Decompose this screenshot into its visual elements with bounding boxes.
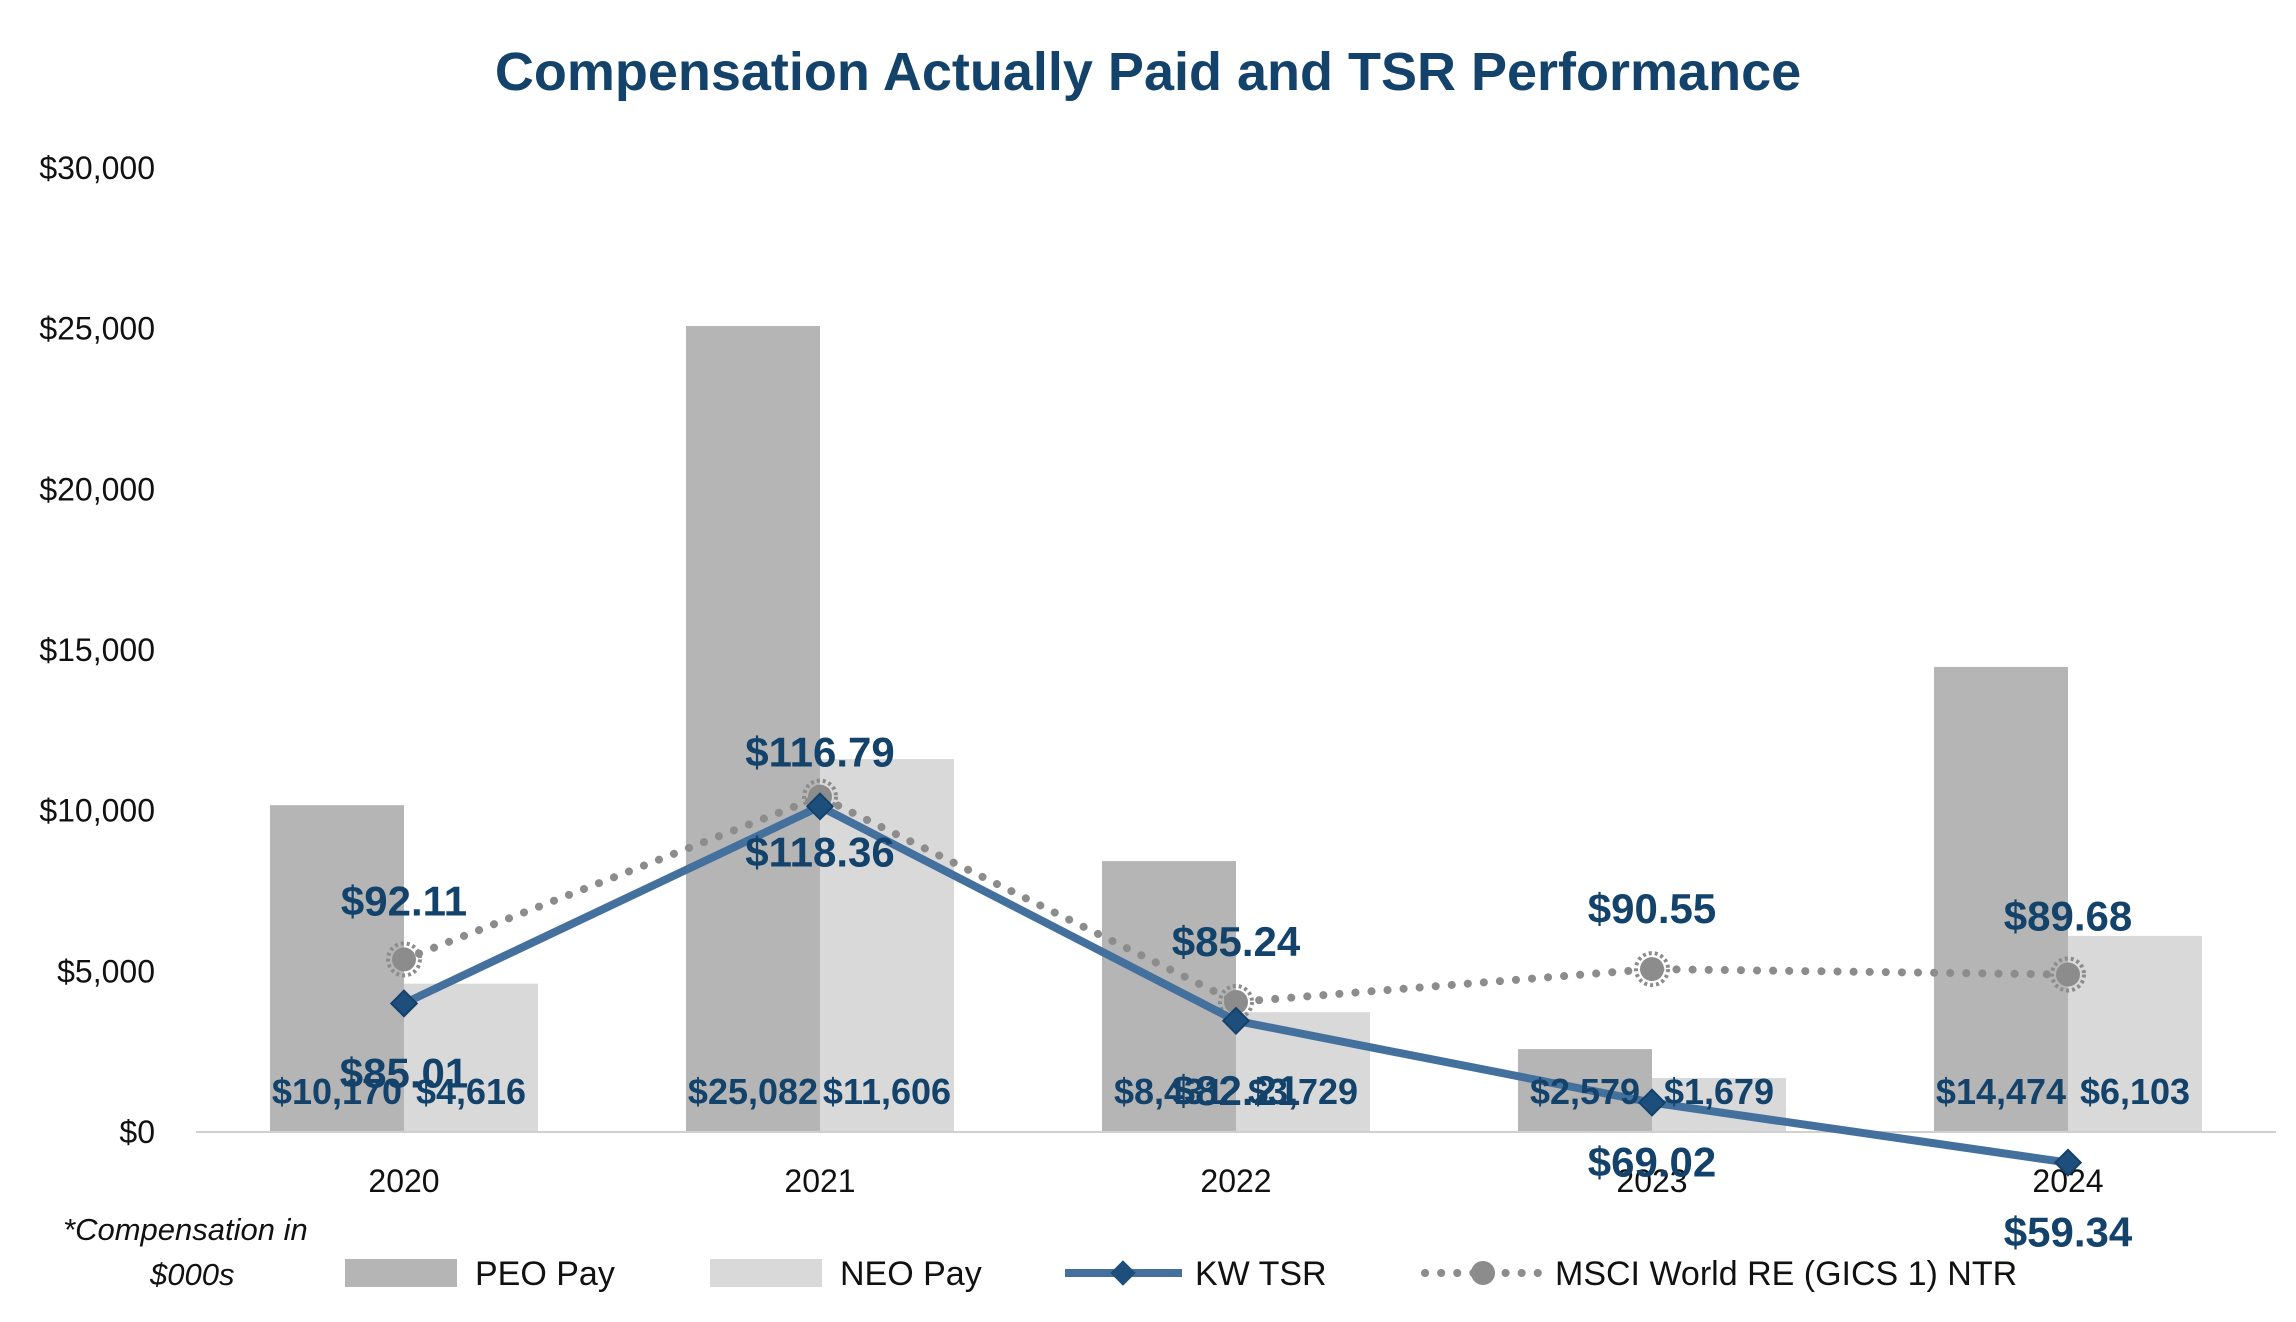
bar-peo-pay-2024 [1934,666,2068,1132]
kw-tsr-marker [805,792,835,821]
msci-label: $89.68 [2004,892,2132,939]
y-tick-label: $10,000 [39,793,155,829]
msci-label: $92.11 [341,877,467,924]
footnote-line-2: $000s [149,1257,234,1292]
kw-tsr-label: $82.21 [1172,1067,1300,1114]
bar-value-label: $3,729 [1248,1071,1358,1112]
y-tick-label: $25,000 [39,311,155,347]
bar-peo-pay-2022 [1102,861,1236,1132]
y-axis-ticks: $0 $5,000 $10,000 $15,000 $20,000 $25,000 $30,… [39,150,155,1150]
bar-peo-pay-2020 [270,805,404,1132]
msci-marker-dot [1640,957,1664,982]
msci-label: $118.36 [745,829,895,876]
bar-value-label: $2,579 [1530,1071,1640,1112]
msci-marker [2050,956,2086,993]
msci-marker [386,941,422,978]
kw-tsr-label: $85.01 [340,1049,468,1096]
legend-swatch-peo-pay [345,1259,457,1287]
bar-value-label: $11,606 [823,1071,951,1112]
legend-marker-kw-tsr [1110,1260,1136,1286]
bar-value-label: $6,103 [2080,1071,2190,1112]
msci-marker-ring [386,941,422,978]
bar-value-label: $8,431 [1114,1071,1224,1112]
y-tick-label: $15,000 [39,632,155,668]
x-tick-label: 2020 [368,1163,439,1199]
legend-label: NEO Pay [840,1255,982,1293]
x-tick-label: 2023 [1616,1163,1687,1199]
y-tick-label: $5,000 [57,953,155,989]
footnote-line-1: *Compensation in [63,1212,308,1247]
msci-marker-dot [2056,962,2080,987]
kw-tsr-label: $116.79 [745,728,895,775]
kw-tsr-label: $59.34 [2004,1209,2133,1256]
legend-label: PEO Pay [475,1255,615,1293]
bar-value-label: $14,474 [1936,1071,2066,1112]
bar-value-labels: $10,170 $4,616 $25,082 $11,606 $8,431 $3,729 $… [272,1071,2190,1112]
msci-label: $90.55 [1588,885,1716,932]
msci-marker-ring [1634,951,1670,988]
x-tick-label: 2021 [784,1163,855,1199]
bar-value-label: $25,082 [688,1071,818,1112]
legend-swatch-neo-pay [710,1259,822,1287]
msci-line [400,792,2072,1007]
bar-neo-pay-2024 [2068,935,2202,1132]
x-axis-ticks: 2020 2021 2022 2023 2024 [368,1163,2103,1199]
kw-tsr-marker [2053,1148,2083,1177]
y-tick-label: $0 [119,1114,155,1150]
msci-marker-dot [392,947,416,972]
bar-value-label: $4,616 [416,1071,526,1112]
kw-tsr-marker [1221,1006,1251,1035]
tsr-lines [386,778,2086,1177]
msci-marker-dot [1224,990,1248,1015]
msci-marker-ring [2050,956,2086,993]
bar-neo-pay-2020 [404,983,538,1132]
msci-label: $85.24 [1172,918,1301,965]
x-tick-label: 2022 [1200,1163,1271,1199]
compensation-footnote: *Compensation in $000s [63,1212,308,1292]
legend-label: KW TSR [1195,1255,1327,1293]
msci-marker [1634,951,1670,988]
y-tick-label: $20,000 [39,471,155,507]
chart-title: Compensation Actually Paid and TSR Perfo… [495,42,1801,102]
bar-value-label: $1,679 [1664,1071,1774,1112]
kw-tsr-marker [389,989,419,1018]
legend-label: MSCI World RE (GICS 1) NTR [1555,1255,2017,1293]
bar-value-label: $10,170 [272,1071,402,1112]
kw-tsr-marker [1637,1088,1667,1117]
legend: PEO Pay NEO Pay KW TSR MSCI World RE (GICS … [345,1255,2017,1293]
legend-marker-msci [1471,1261,1495,1285]
bar-series [270,326,2202,1132]
tsr-value-labels: $85.01 $116.79 $82.21 $69.02 $59.34 $92.11 $11… [340,728,2133,1255]
bar-peo-pay-2021 [686,326,820,1132]
kw-tsr-label: $69.02 [1588,1139,1716,1186]
y-tick-label: $30,000 [39,150,155,186]
